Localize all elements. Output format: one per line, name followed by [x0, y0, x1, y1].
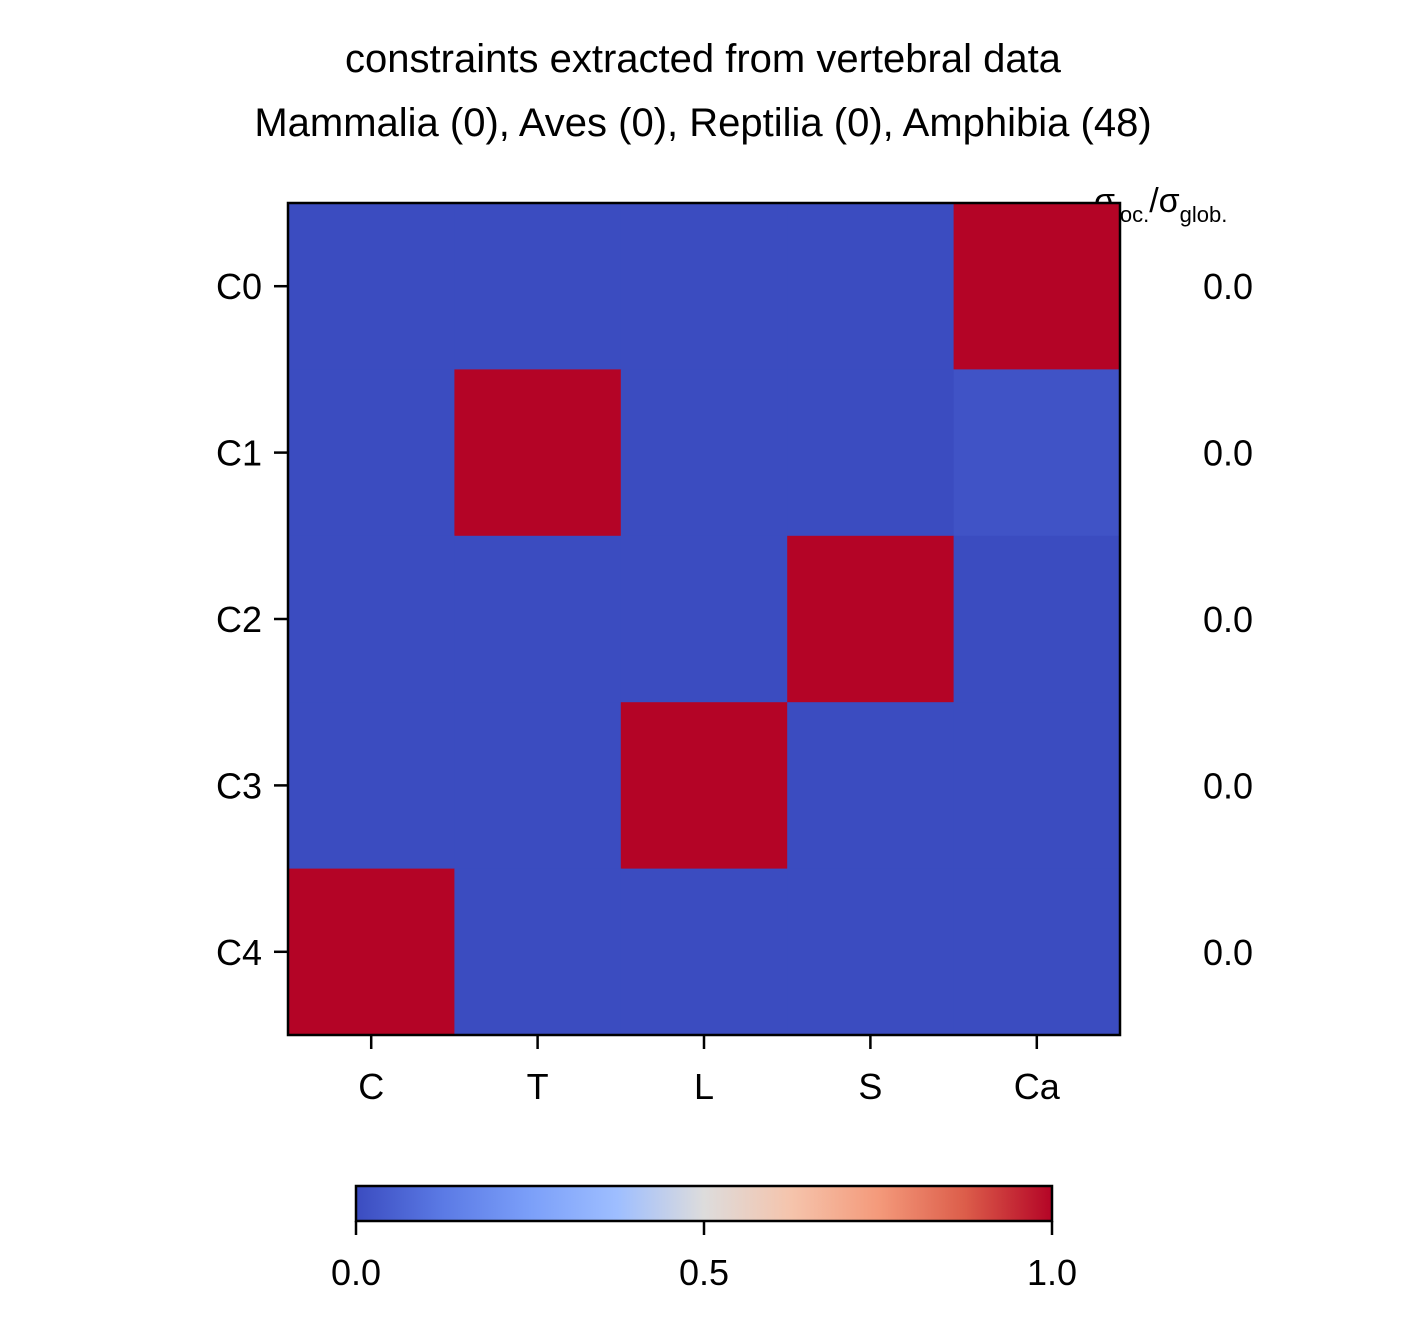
sigma-ratio-value: 0.0 — [1203, 932, 1253, 973]
heatmap-cell-C4-Ca — [953, 868, 1121, 1036]
y-tick-label: C2 — [216, 599, 262, 640]
heatmap-cell-C4-S — [787, 868, 955, 1036]
heatmap-cell-C1-L — [620, 369, 788, 537]
x-tick-label: Ca — [1014, 1066, 1061, 1107]
heatmap-cell-C3-L — [620, 702, 788, 870]
x-tick-label: L — [694, 1066, 714, 1107]
y-tick-label: C0 — [216, 266, 262, 307]
heatmap-cell-C0-S — [787, 203, 955, 370]
heatmap-cell-C1-S — [787, 369, 955, 537]
y-tick-label: C1 — [216, 433, 262, 474]
heatmap-cell-C4-T — [454, 868, 622, 1036]
chart-title: constraints extracted from vertebral dat… — [345, 37, 1062, 81]
heatmap-cell-C3-Ca — [953, 702, 1121, 870]
x-tick-label: T — [527, 1066, 549, 1107]
colorbar-gradient — [354, 1184, 1054, 1223]
heatmap-cell-C2-T — [454, 535, 622, 703]
heatmap-cell-C1-Ca — [953, 369, 1121, 537]
chart-subtitle: Mammalia (0), Aves (0), Reptilia (0), Am… — [254, 101, 1151, 145]
heatmap-cell-C3-T — [454, 702, 622, 870]
x-tick-label: S — [858, 1066, 882, 1107]
sigma-ratio-value: 0.0 — [1203, 433, 1253, 474]
heatmap-cell-C0-T — [454, 203, 622, 370]
colorbar-tick-label: 0.5 — [679, 1252, 729, 1293]
heatmap-cell-C2-L — [620, 535, 788, 703]
sigma-sub-glob: glob. — [1180, 202, 1228, 227]
heatmap-cell-C1-T — [454, 369, 622, 537]
heatmap-cells — [288, 203, 1121, 1036]
heatmap-cell-C4-C — [288, 868, 455, 1036]
sigma-ratio-value: 0.0 — [1203, 765, 1253, 806]
heatmap-cell-C2-Ca — [953, 535, 1121, 703]
x-axis: C T L S Ca — [358, 1035, 1061, 1107]
heatmap-cell-C0-C — [288, 203, 455, 370]
heatmap-cell-C0-L — [620, 203, 788, 370]
heatmap-cell-C2-C — [288, 535, 455, 703]
y-tick-label: C3 — [216, 765, 262, 806]
colorbar-ticks: 0.0 0.5 1.0 — [331, 1221, 1077, 1293]
colorbar: 0.0 0.5 1.0 — [331, 1184, 1077, 1293]
sigma-ratio-value: 0.0 — [1203, 599, 1253, 640]
sigma-ratio-values: 0.0 0.0 0.0 0.0 0.0 — [1203, 266, 1253, 973]
sigma-ratio-value: 0.0 — [1203, 266, 1253, 307]
heatmap-cell-C1-C — [288, 369, 455, 537]
heatmap-cell-C2-S — [787, 535, 955, 703]
heatmap-cell-C3-C — [288, 702, 455, 870]
colorbar-tick-label: 1.0 — [1027, 1252, 1077, 1293]
x-tick-label: C — [358, 1066, 384, 1107]
sigma-slash: /σ — [1149, 182, 1179, 220]
heatmap-cell-C3-S — [787, 702, 955, 870]
heatmap-cell-C4-L — [620, 868, 788, 1036]
y-axis: C0 C1 C2 C3 C4 — [216, 266, 288, 973]
heatmap-cell-C0-Ca — [953, 203, 1121, 370]
colorbar-tick-label: 0.0 — [331, 1252, 381, 1293]
y-tick-label: C4 — [216, 932, 262, 973]
